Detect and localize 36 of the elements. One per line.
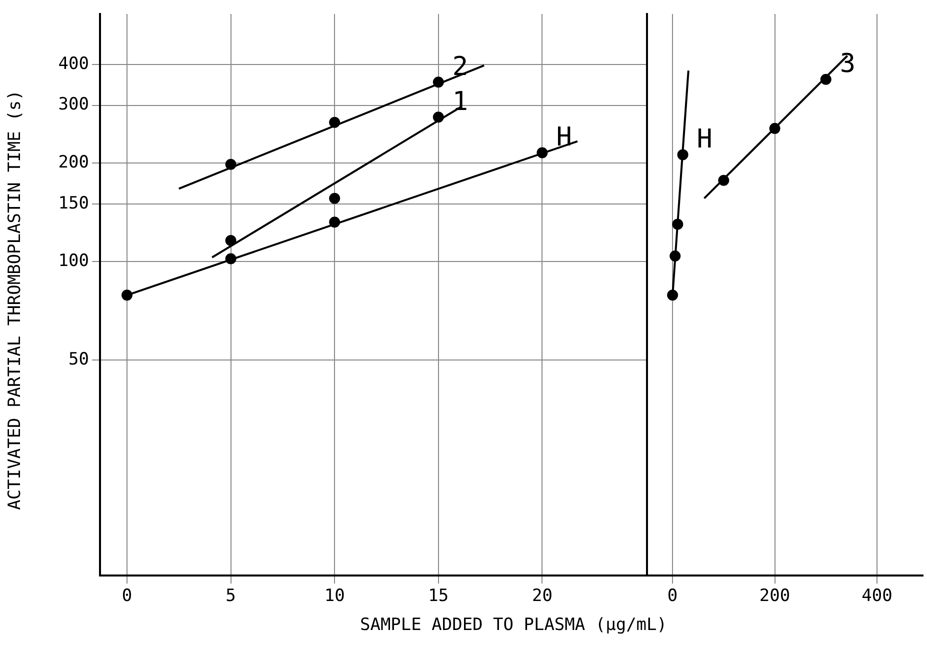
point bbox=[225, 234, 236, 246]
point bbox=[329, 192, 340, 204]
x-tick-label: 10 bbox=[324, 586, 345, 606]
series-label: H bbox=[556, 122, 572, 152]
point bbox=[672, 218, 684, 230]
y-axis-title: ACTIVATED PARTIAL THROMBOPLASTIN TIME (s) bbox=[5, 90, 26, 510]
series-label: H bbox=[696, 124, 712, 154]
x-axis-title: SAMPLE ADDED TO PLASMA (μg/mL) bbox=[358, 615, 668, 635]
point bbox=[769, 122, 780, 134]
point bbox=[329, 216, 340, 228]
point bbox=[670, 250, 681, 262]
y-tick-label: 300 bbox=[58, 94, 89, 115]
x-tick-label: 5 bbox=[226, 586, 236, 606]
point bbox=[225, 158, 236, 170]
point bbox=[432, 76, 444, 88]
y-tick-label: 150 bbox=[58, 193, 89, 214]
series-label: 3 bbox=[840, 49, 856, 80]
point bbox=[677, 149, 688, 160]
y-tick-label: 100 bbox=[58, 251, 89, 272]
x-tick-label: 400 bbox=[862, 586, 892, 606]
y-tick-label: 50 bbox=[68, 350, 89, 370]
x-tick-label: 20 bbox=[532, 586, 552, 606]
point bbox=[432, 112, 444, 123]
point bbox=[718, 174, 730, 186]
x-tick-label: 15 bbox=[428, 586, 449, 606]
point bbox=[667, 290, 678, 301]
x-tick-label: 200 bbox=[759, 586, 790, 606]
point bbox=[536, 147, 548, 158]
point bbox=[820, 74, 832, 85]
y-tick-label: 400 bbox=[58, 54, 89, 74]
x-tick-label: 0 bbox=[122, 586, 132, 606]
point bbox=[121, 290, 132, 301]
y-tick-label: 200 bbox=[58, 152, 89, 172]
point bbox=[329, 116, 340, 128]
point bbox=[225, 253, 236, 264]
x-tick-label: 0 bbox=[667, 586, 678, 606]
